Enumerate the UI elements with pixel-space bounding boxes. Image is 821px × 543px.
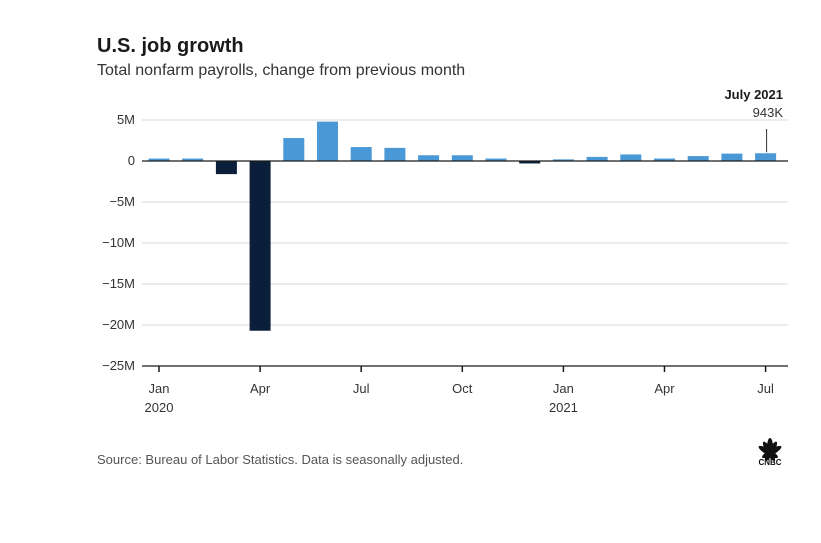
x-axis: Jan 2020 Apr Jul Oct Jan 2021 Apr Jul — [142, 365, 788, 415]
cnbc-logo: CNBC — [758, 438, 782, 466]
bar — [687, 156, 709, 161]
bar — [384, 147, 406, 161]
x-tick-label: Jul — [757, 381, 774, 396]
y-axis-ticks: 5M 0 −5M −10M −15M −20M −25M — [102, 112, 135, 373]
logo-text: CNBC — [758, 458, 781, 466]
peacock-icon — [758, 438, 782, 461]
bar — [283, 138, 305, 161]
bar — [249, 161, 271, 331]
y-tick-label: −10M — [102, 235, 135, 250]
bar — [148, 158, 170, 161]
x-tick-year: 2021 — [549, 400, 578, 415]
bar — [654, 158, 675, 161]
y-tick-label: −5M — [109, 194, 135, 209]
bar — [620, 154, 642, 161]
bar — [317, 121, 338, 161]
bar — [182, 158, 204, 161]
x-tick-label: Apr — [654, 381, 675, 396]
bars — [148, 121, 777, 331]
bar — [755, 153, 777, 161]
bar — [552, 159, 574, 161]
bar — [519, 161, 541, 164]
x-tick-label: Apr — [250, 381, 271, 396]
bar — [586, 156, 608, 161]
bar — [721, 153, 743, 161]
chart-title: U.S. job growth — [97, 35, 244, 57]
x-tick-label: Jan — [149, 381, 170, 396]
y-tick-label: −15M — [102, 276, 135, 291]
annotation: July 2021 943K — [724, 87, 784, 153]
bar — [485, 158, 507, 161]
chart-subtitle: Total nonfarm payrolls, change from prev… — [97, 62, 466, 79]
x-tick-label: Jan — [553, 381, 574, 396]
y-tick-label: 0 — [128, 153, 135, 168]
bar — [418, 155, 440, 161]
bar — [215, 161, 237, 175]
source-note: Source: Bureau of Labor Statistics. Data… — [97, 452, 464, 467]
y-tick-label: −20M — [102, 317, 135, 332]
x-tick-label: Oct — [452, 381, 473, 396]
annotation-value: 943K — [753, 105, 784, 120]
y-tick-label: −25M — [102, 358, 135, 373]
annotation-label: July 2021 — [724, 87, 783, 102]
bar — [350, 147, 372, 161]
bar — [451, 155, 473, 161]
x-tick-year: 2020 — [145, 400, 174, 415]
x-tick-label: Jul — [353, 381, 370, 396]
y-tick-label: 5M — [117, 112, 135, 127]
